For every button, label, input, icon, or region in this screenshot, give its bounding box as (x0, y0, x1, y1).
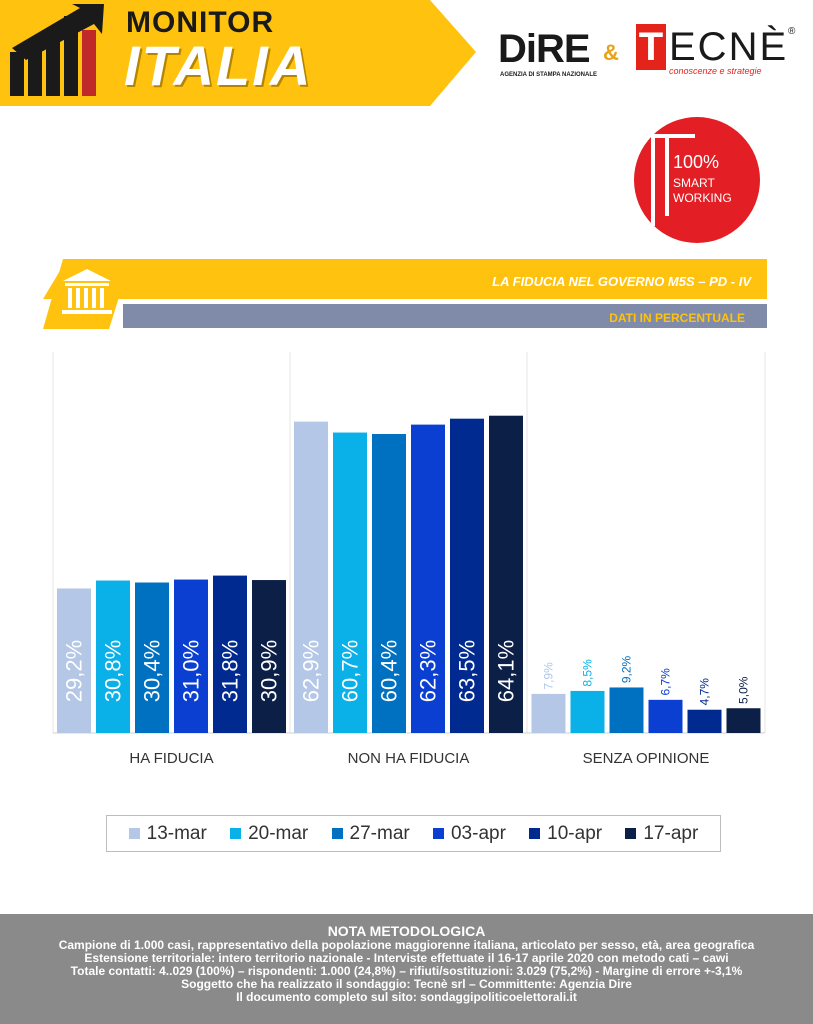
data-label: 8,5% (581, 659, 595, 687)
smart-working-badge: 100% SMART WORKING (633, 116, 763, 244)
italia-title: ITALIA (124, 34, 313, 97)
legend-item: 17-apr (625, 823, 698, 845)
data-label: 60,7% (338, 640, 363, 702)
badge-circle-icon (634, 117, 760, 243)
bar (213, 575, 247, 733)
bar (252, 580, 286, 733)
bar (570, 690, 605, 733)
data-label: 6,7% (659, 668, 673, 696)
legend-item: 03-apr (432, 822, 506, 845)
tecne-wordmark: ECNÈ (669, 25, 789, 69)
data-label: 31,0% (179, 640, 204, 702)
legend-swatch (331, 828, 343, 839)
bar (609, 687, 644, 733)
registered-mark: ® (788, 26, 796, 37)
monitor-logo-icon (10, 4, 104, 96)
data-label: 29,2% (62, 640, 87, 702)
bar (372, 434, 406, 733)
bar (489, 415, 523, 733)
bar (450, 418, 484, 733)
bar (648, 699, 683, 733)
legend-swatch (529, 828, 541, 839)
data-label: 63,5% (455, 640, 480, 702)
methodology-note: NOTA METODOLOGICA Campione di 1.000 casi… (0, 914, 813, 1024)
header-banner (0, 0, 476, 106)
chart-legend: 13-mar 20-mar 27-mar 03-apr 10-apr 17-apr (106, 815, 721, 852)
logo-ampersand: & (603, 40, 619, 65)
bar (687, 709, 722, 733)
category-label: HA FIDUCIA (129, 750, 213, 767)
data-label: 62,3% (416, 640, 441, 702)
note-line: Campione di 1.000 casi, rappresentativo … (58, 938, 755, 952)
bar (135, 582, 169, 733)
category-label: NON HA FIDUCIA (348, 750, 470, 767)
legend-label: 17-apr (643, 822, 699, 844)
note-line: Soggetto che ha realizzato il sondaggio:… (181, 977, 632, 991)
badge-percent: 100% (673, 152, 720, 172)
data-label: 4,7% (698, 678, 712, 706)
chart-title: LA FIDUCIA NEL GOVERNO M5S – PD - IV (492, 274, 751, 289)
bar-chart: 29,2% 30,8% 30,4% 31,0% 31,8% 30,9% HA FIDUCIA… (52, 352, 766, 767)
note-line: Totale contatti: 4..029 (100%) – rispond… (70, 964, 743, 978)
data-label: 9,2% (620, 655, 634, 683)
tecne-t-mark: T (636, 24, 666, 70)
data-label: 30,4% (140, 640, 165, 702)
legend-swatch (230, 828, 242, 839)
data-label: 60,4% (377, 640, 402, 702)
bar (333, 432, 367, 733)
legend-label: 13-mar (146, 822, 207, 844)
monitor-title: MONITOR (126, 6, 275, 39)
bar (57, 588, 91, 733)
legend-swatch (128, 828, 140, 839)
note-line: Il documento completo sul sito: sondaggi… (236, 990, 577, 1004)
bar (411, 424, 445, 733)
bar (96, 580, 130, 733)
legend-label: 03-apr (450, 822, 506, 844)
bar (174, 579, 208, 733)
data-label: 30,8% (101, 640, 126, 702)
bar (726, 708, 761, 733)
government-building-icon (62, 269, 112, 314)
legend-item: 13-mar (128, 822, 207, 845)
dire-logo: DiRE AGENZIA DI STAMPA NAZIONALE (498, 28, 598, 82)
chart-subtitle: DATI IN PERCENTUALE (609, 311, 745, 325)
data-label: 64,1% (494, 640, 519, 702)
bar (531, 693, 566, 733)
legend-label: 10-apr (547, 822, 603, 844)
bar (294, 421, 328, 733)
legend-item: 10-apr (529, 823, 602, 845)
note-title: NOTA METODOLOGICA (327, 923, 486, 939)
legend-item: 27-mar (331, 822, 410, 845)
dire-tagline: AGENZIA DI STAMPA NAZIONALE (500, 72, 597, 78)
data-label: 7,9% (542, 662, 556, 690)
data-label: 5,0% (737, 676, 751, 704)
data-label: 62,9% (299, 640, 324, 702)
tecne-logo: T ECNÈ ® conoscenze e strategie (636, 24, 806, 80)
tecne-tagline: conoscenze e strategie (669, 66, 762, 76)
legend-label: 27-mar (349, 822, 410, 844)
dire-wordmark: DiRE (498, 27, 591, 71)
badge-line-1: SMART (673, 176, 715, 190)
badge-line-2: WORKING (673, 191, 732, 205)
legend-swatch (432, 828, 444, 839)
legend-swatch (625, 828, 637, 839)
note-line: Estensione territoriale: intero territor… (84, 951, 729, 965)
category-label: SENZA OPINIONE (583, 750, 710, 767)
data-label: 30,9% (257, 640, 282, 702)
data-label: 31,8% (218, 640, 243, 702)
legend-item: 20-mar (230, 823, 308, 845)
legend-label: 20-mar (248, 822, 309, 844)
title-band: LA FIDUCIA NEL GOVERNO M5S – PD - IV DAT… (43, 259, 767, 331)
